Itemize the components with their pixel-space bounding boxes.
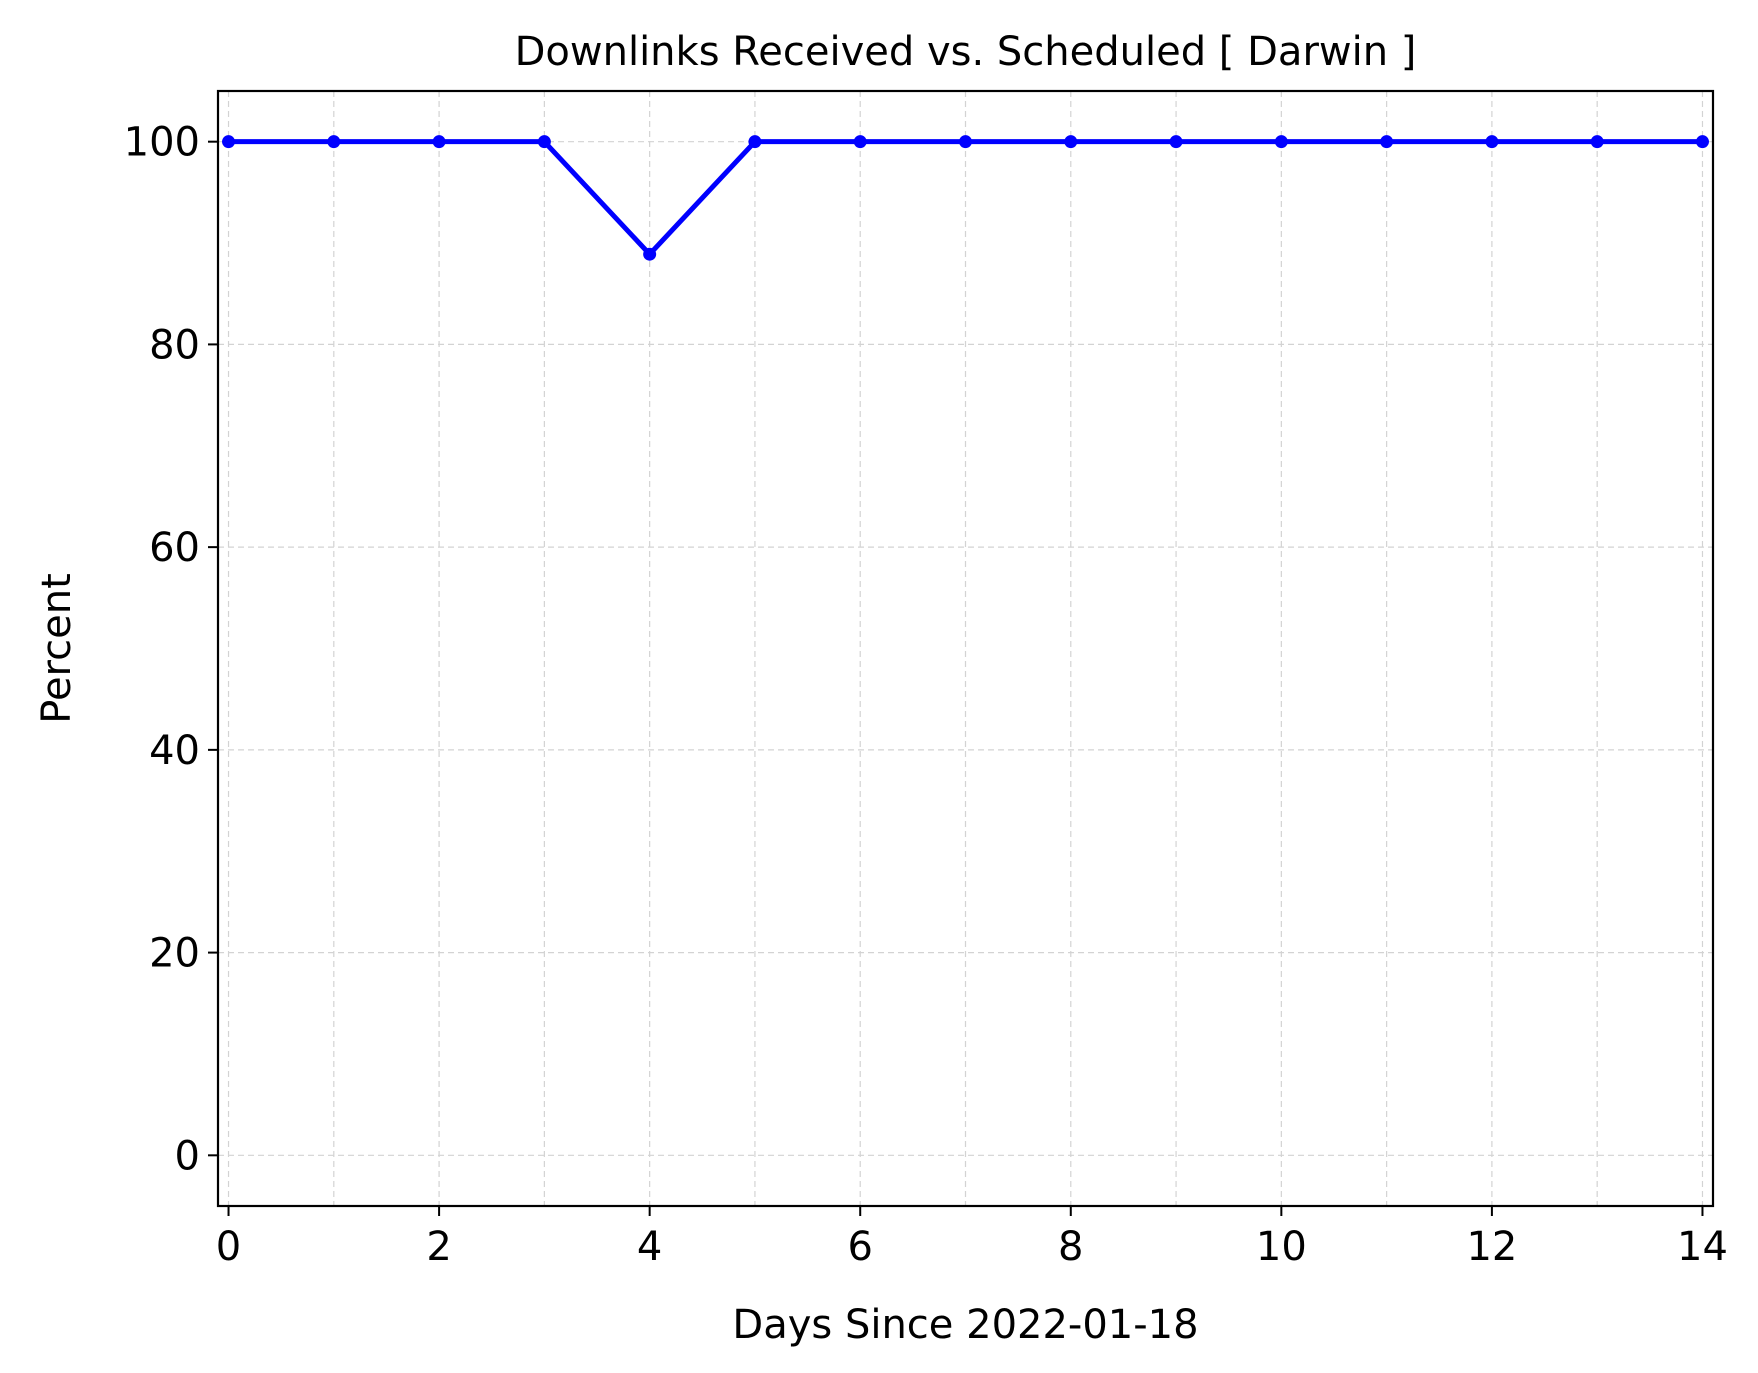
data-point: [1695, 135, 1709, 149]
data-point: [222, 135, 236, 149]
x-tick-label: 0: [216, 1224, 241, 1270]
grid: [218, 91, 1713, 1206]
x-tick-label: 4: [637, 1224, 662, 1270]
y-tick-label: 60: [149, 525, 200, 571]
chart-title: Downlinks Received vs. Scheduled [ Darwi…: [515, 29, 1417, 75]
data-point: [1485, 135, 1499, 149]
x-axis-label: Days Since 2022-01-18: [732, 1302, 1198, 1348]
x-tick-label: 12: [1466, 1224, 1517, 1270]
data-point: [853, 135, 867, 149]
y-tick-label: 80: [149, 322, 200, 368]
data-point: [643, 247, 657, 261]
x-tick-label: 10: [1256, 1224, 1307, 1270]
x-tick-label: 14: [1677, 1224, 1728, 1270]
data-point: [959, 135, 972, 149]
data-point: [748, 135, 762, 149]
data-point: [1169, 135, 1183, 149]
data-point: [327, 135, 341, 149]
x-tick-label: 8: [1058, 1224, 1083, 1270]
data-point: [1590, 135, 1604, 149]
plot-frame: [216, 89, 1715, 1208]
data-point: [1380, 135, 1394, 149]
y-tick-label: 40: [149, 728, 200, 774]
x-tick-label: 2: [426, 1224, 451, 1270]
axis-ticks: 0 2 4 6 8 10 12 14 0 20 40 60 80 100: [124, 120, 1728, 1270]
data-point: [537, 135, 551, 149]
data-point: [1274, 135, 1288, 149]
x-tick-label: 6: [847, 1224, 872, 1270]
y-tick-label: 100: [124, 120, 200, 166]
series-layer: [222, 135, 1709, 261]
y-axis-label: Percent: [34, 573, 80, 724]
data-point: [432, 135, 446, 149]
y-tick-label: 20: [149, 931, 200, 977]
y-tick-label: 0: [175, 1133, 200, 1179]
data-point: [1064, 135, 1078, 149]
